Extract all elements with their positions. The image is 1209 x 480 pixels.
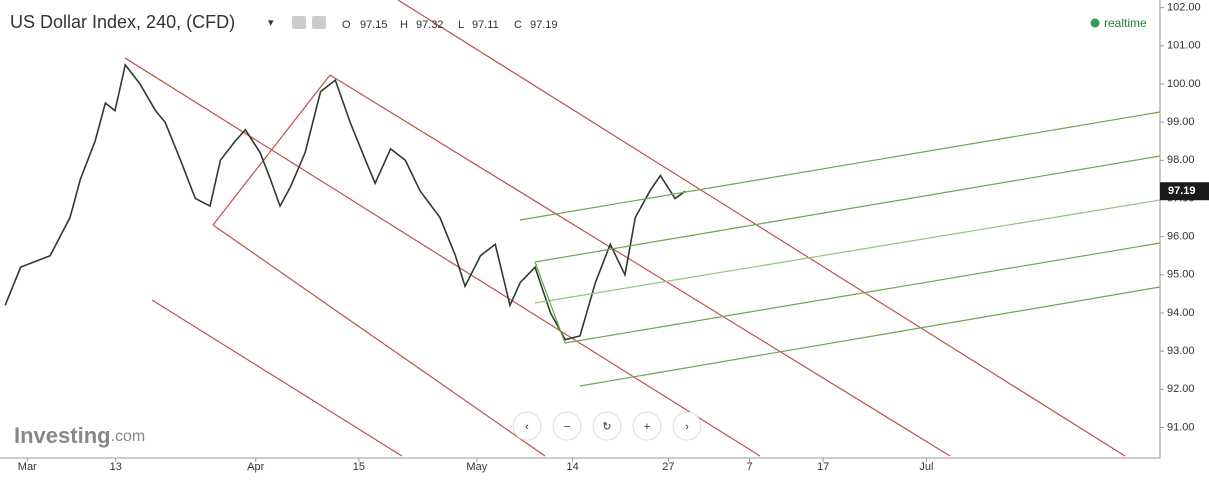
brand: Investing.com [14, 423, 145, 448]
fork-line [151, 299, 403, 457]
y-tick-label: 100.00 [1167, 78, 1201, 90]
glyph: › [685, 421, 689, 433]
y-tick-label: 92.00 [1167, 383, 1195, 395]
y-tick-label: 95.00 [1167, 269, 1195, 281]
x-tick-label: May [466, 461, 487, 473]
y-tick-label: 96.00 [1167, 231, 1195, 243]
settings-icon[interactable] [312, 16, 326, 29]
fork-line [212, 74, 331, 226]
price-line [4, 63, 686, 341]
scroll-right[interactable] [672, 411, 702, 441]
y-tick-label: 99.00 [1167, 116, 1195, 128]
y-tick-label: 93.00 [1167, 345, 1195, 357]
y-tick-label: 98.00 [1167, 154, 1195, 166]
fork-line [519, 111, 1161, 221]
ohlc-label: L [458, 19, 464, 31]
price-tag [1160, 182, 1209, 201]
zoom-in[interactable] [632, 411, 662, 441]
x-tick-label: 17 [817, 461, 829, 473]
fork-line [534, 155, 1161, 263]
eye-icon[interactable] [292, 16, 306, 29]
pitchfork-green [519, 111, 1161, 387]
y-tick-label: 91.00 [1167, 421, 1195, 433]
brand-suffix: .com [111, 428, 146, 445]
glyph: ↻ [602, 421, 611, 433]
ohlc-label: O [342, 19, 351, 31]
ohlc: O 97.15 H 97.32 L 97.11 C 97.19 [342, 19, 558, 31]
fork-line [579, 286, 1161, 387]
y-tick-label: 102.00 [1167, 2, 1201, 14]
fork-line [534, 261, 566, 344]
fork-line [329, 74, 951, 457]
fork-line [124, 57, 761, 457]
x-tick-label: 15 [353, 461, 365, 473]
scroll-left[interactable] [512, 411, 542, 441]
x-tick-label: 13 [110, 461, 122, 473]
nav-glyphs: ‹ − ↻ + › [525, 421, 689, 433]
x-tick-label: 7 [746, 461, 752, 473]
x-tick-label: Mar [18, 461, 37, 473]
fork-line [212, 224, 546, 457]
glyph: − [564, 421, 570, 433]
fork-line [397, 0, 1126, 457]
price-series [4, 63, 686, 341]
fork-line [564, 242, 1161, 344]
chart-title: US Dollar Index, 240, (CFD) [10, 12, 235, 32]
zoom-out[interactable] [552, 411, 582, 441]
nav-buttons [512, 411, 702, 441]
ohlc-value: 97.11 [472, 19, 499, 31]
status-dot [1090, 18, 1100, 28]
x-tick-label: Jul [919, 461, 933, 473]
ohlc-value: 97.19 [530, 19, 558, 31]
price-tag-label: 97.19 [1168, 185, 1196, 197]
fork-line [534, 199, 1161, 304]
dropdown-icon[interactable]: ▾ [268, 17, 274, 29]
brand-name: Investing [14, 423, 111, 448]
pitchfork-red [124, 0, 1126, 457]
x-tick-label: Apr [247, 461, 264, 473]
x-tick-label: 14 [567, 461, 579, 473]
y-tick-label: 101.00 [1167, 40, 1201, 52]
ohlc-label: C [514, 19, 522, 31]
ohlc-label: H [400, 19, 408, 31]
ohlc-value: 97.32 [416, 19, 444, 31]
glyph: ‹ [525, 421, 529, 433]
glyph: + [644, 421, 650, 433]
y-tick-label: 94.00 [1167, 307, 1195, 319]
reset[interactable] [592, 411, 622, 441]
x-tick-label: 27 [662, 461, 674, 473]
ohlc-value: 97.15 [360, 19, 388, 31]
status: realtime [1104, 16, 1147, 30]
